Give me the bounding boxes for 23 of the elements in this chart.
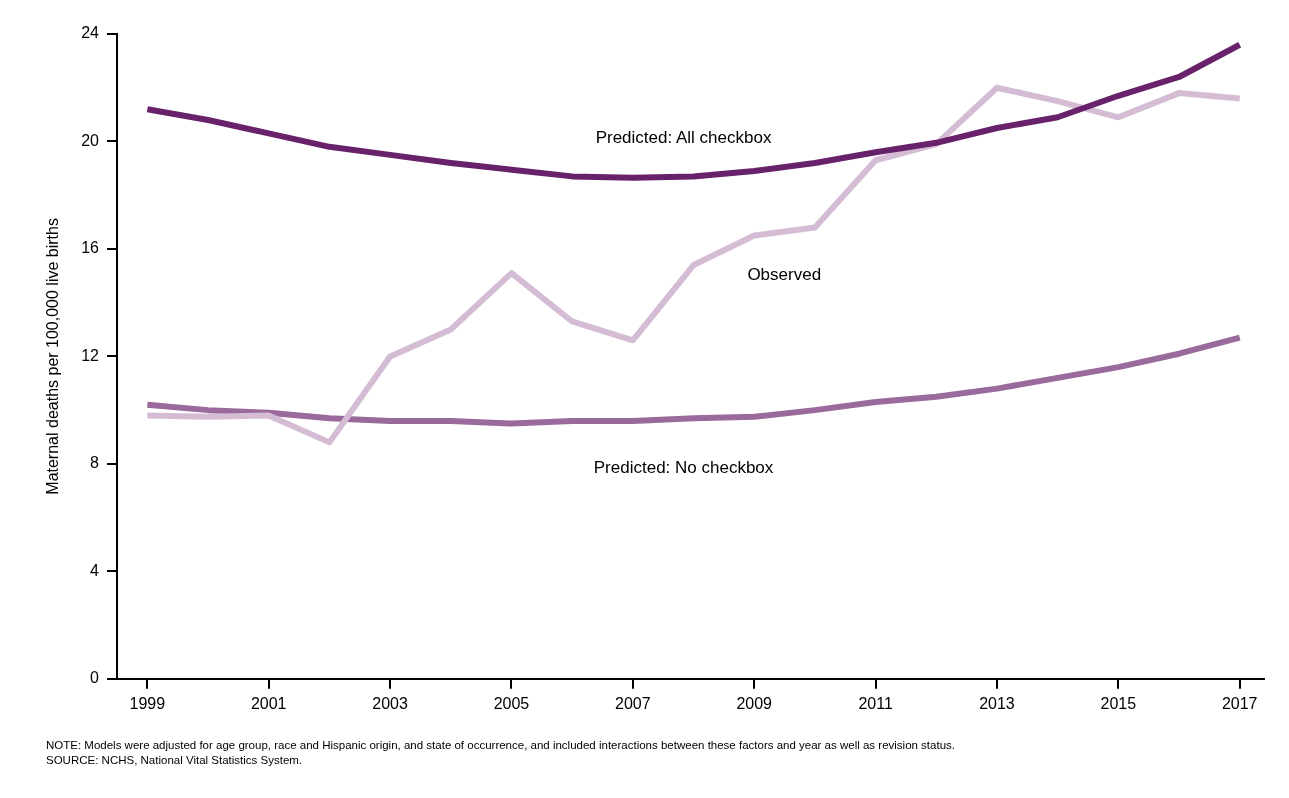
x-tick-label: 2011: [858, 694, 893, 712]
y-tick-label: 4: [90, 561, 100, 579]
series-label: Observed: [747, 265, 822, 285]
source-note: SOURCE: NCHS, National Vital Statistics System.: [46, 753, 304, 768]
x-tick-label: 2009: [736, 694, 773, 712]
x-tick-label: 2001: [250, 694, 287, 712]
text: Predicted: No checkbox: [593, 457, 774, 477]
y-tick-label: 24: [81, 24, 100, 42]
x-tick-label: 2005: [493, 694, 530, 712]
x-tick-label: 2013: [979, 694, 1015, 712]
x-tick-label: 2003: [372, 694, 408, 712]
y-tick-label: 20: [81, 131, 100, 149]
text: NOTE: Models were adjusted for age group, race and Hispanic origin, and state of occurrence, and included interactions between these factors and year as well as revision status.: [46, 738, 955, 753]
x-tick-label: 2007: [615, 694, 651, 712]
x-tick-label: 2015: [1100, 694, 1137, 712]
y-tick-label: 12: [81, 346, 100, 364]
x-tick-label: 2017: [1221, 694, 1258, 712]
y-tick-label: 0: [90, 669, 100, 687]
y-tick-label: 8: [90, 454, 100, 472]
series-label: Predicted: All checkbox: [595, 128, 772, 148]
x-tick-label: 1999: [129, 694, 166, 712]
y-axis-title: Maternal deaths per 100,000 live births: [44, 218, 62, 495]
y-tick-label: 16: [81, 239, 100, 257]
